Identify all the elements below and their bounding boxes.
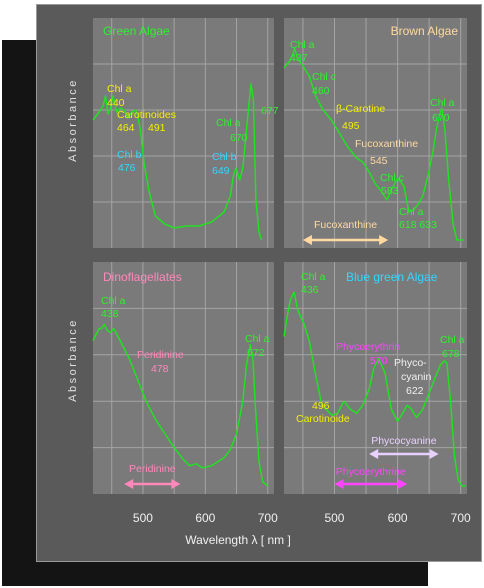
peak-annotation: β-Carotine [336,103,385,115]
range-label: Fucoxanthine [314,219,377,231]
range-arrow: Fucoxanthine [302,219,389,245]
peak-annotation: 460 [312,85,330,97]
panel-background [284,18,467,248]
range-arrow: Phycoerythrine [334,466,408,489]
peak-annotation: Chl a [399,206,424,218]
range-label: Phycoerythrine [336,466,406,478]
peak-annotation: 495 [342,120,360,132]
peak-annotation: 491 [148,122,166,134]
panel-background [93,18,274,248]
peak-annotation: Chl a [245,333,270,345]
peak-annotation: Chl b [117,149,142,161]
panel-grid [93,18,274,248]
absorbance-curve-brown [283,47,464,241]
range-arrow-head-right [429,449,439,459]
x-tick-label: 700 [451,511,471,525]
peak-annotation: 464 [117,122,135,134]
peak-annotation: 436 [301,284,319,296]
peak-annotation: 583 [381,185,399,197]
peak-annotation: 570 [370,355,388,367]
peak-annotation: Chl c [312,71,336,83]
peak-annotation: Phycoerythrin [336,341,400,353]
peak-annotation: 672 [247,347,265,359]
panel-grid [93,262,274,494]
panel-grid [284,18,467,248]
peak-annotation: Chl a [216,117,241,129]
x-tick-label: 600 [195,511,215,525]
absorbance-curve-dino [92,323,269,487]
peak-annotation: Peridinine [137,349,184,361]
absorbance-curve-bluegreen [283,291,466,487]
peak-annotation: 476 [118,162,136,174]
panel-title: Brown Algae [391,24,459,38]
peak-annotation: 670 [432,112,450,124]
peak-annotation: cyanin [401,371,432,383]
peak-annotation: Carotinoide [296,413,350,425]
peak-annotation: 618 633 [399,219,437,231]
panel-title: Green Algae [103,24,170,38]
peak-annotation: 649 [212,165,230,177]
peak-annotation: 622 [406,385,424,397]
x-tick-label: 700 [258,511,278,525]
y-axis-label-bottom: Absorbance [67,318,79,402]
range-arrow: Phycocyanine [369,435,439,459]
peak-annotation: Chl a [290,39,315,51]
range-arrow-head-right [171,479,181,489]
peak-annotation: 437 [290,52,308,64]
panel-background [284,262,467,494]
x-axis-label: Wavelength λ [ nm ] [185,533,291,547]
peak-annotation: Chl a [101,295,126,307]
y-axis-label-top: Absorbance [67,78,79,162]
range-arrow-head-right [379,235,389,245]
panel-title: Dinoflagellates [103,270,182,284]
peak-annotation: 438 [101,308,119,320]
peak-annotation: 496 [312,400,330,412]
x-tick-label: 500 [133,511,153,525]
range-arrow-head-left [302,235,312,245]
range-arrow-head-right [398,479,408,489]
peak-annotation: Chl c [380,172,404,184]
x-tick-label: 500 [324,511,344,525]
panel-title: Blue green Algae [346,270,438,284]
panel-grid [284,262,467,494]
peak-annotation: 677 [261,105,279,117]
peak-annotation: Chl a [107,83,132,95]
peak-annotation: Chl a [301,271,326,283]
peak-annotation: Fucoxanthine [355,138,418,150]
range-arrow-head-left [369,449,379,459]
peak-annotation: Chl a [430,97,455,109]
peak-annotation: 670 [230,132,248,144]
range-arrow-head-left [124,479,134,489]
peak-annotation: Chl b [212,151,237,163]
peak-annotation: Carotinoides [117,109,176,121]
range-label: Phycocyanine [371,435,437,447]
panel-background [93,262,274,494]
peak-annotation: 440 [107,97,125,109]
range-arrow: Peridinine [124,463,181,489]
peak-annotation: Phyco- [394,357,427,369]
range-label: Peridinine [129,463,176,475]
peak-annotation: 678 [442,348,460,360]
range-arrow-head-left [334,479,344,489]
peak-annotation: Chl a [440,334,465,346]
peak-annotation: 478 [151,363,169,375]
peak-annotation: 545 [370,155,388,167]
x-tick-label: 600 [388,511,408,525]
absorbance-curve-green [92,83,263,241]
